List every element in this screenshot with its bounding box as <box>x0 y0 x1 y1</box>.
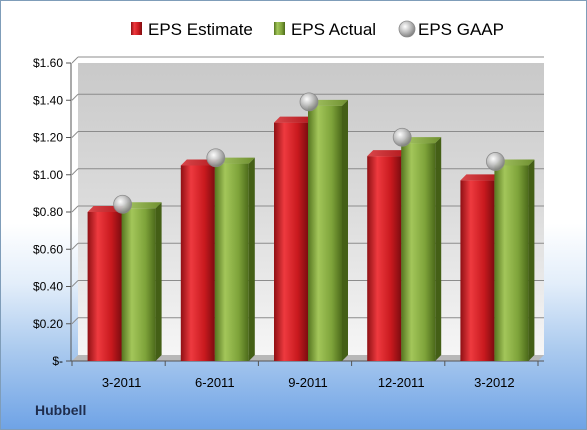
y-tick-label: $0.60 <box>33 242 63 256</box>
x-tick-label: 3-2012 <box>474 375 514 390</box>
gaap-marker <box>113 194 132 214</box>
gridline-depth <box>71 168 79 176</box>
actual-bar-side <box>342 99 348 362</box>
estimate-bar-top <box>367 150 408 157</box>
estimate-bar <box>180 165 215 361</box>
gaap-marker <box>485 152 505 171</box>
y-tick-label: $0.20 <box>33 317 63 331</box>
x-tick-label: 3-2011 <box>102 375 142 390</box>
legend-label-eps-actual: EPS Actual <box>291 20 376 39</box>
x-tick-label: 12-2011 <box>378 375 425 390</box>
estimate-bar-top <box>274 116 314 123</box>
actual-bar <box>308 105 342 362</box>
chart-legend: EPS Estimate EPS Actual EPS GAAP <box>131 20 504 39</box>
actual-bar <box>494 165 529 361</box>
gaap-marker <box>392 127 412 147</box>
gridline-depth <box>71 280 79 287</box>
actual-bar-side <box>248 157 255 361</box>
plot-area: $- $0.20 $0.40 $0.60 $0.80 $1.00 $1.20 $1.40 $1.… <box>33 56 544 390</box>
estimate-bar <box>460 180 495 361</box>
gridline-depth <box>71 242 79 250</box>
legend-swatch-eps-actual <box>274 22 285 35</box>
y-tick-label: $1.40 <box>33 93 63 107</box>
actual-bar <box>401 143 436 361</box>
company-label: Hubbell <box>35 402 87 418</box>
actual-bar-side <box>528 159 535 361</box>
y-tick-label: $1.20 <box>33 131 63 145</box>
actual-bar <box>214 163 249 361</box>
x-tick-label: 9-2011 <box>288 375 328 390</box>
legend-label-eps-estimate: EPS Estimate <box>148 20 253 39</box>
gaap-marker <box>299 92 319 112</box>
actual-bar <box>121 208 156 361</box>
gridline-depth <box>71 131 79 138</box>
estimate-bar <box>274 122 308 361</box>
actual-bar-side <box>155 202 162 361</box>
gridline-depth <box>71 56 79 64</box>
gridline-depth <box>71 205 79 213</box>
y-tick-label: $- <box>52 354 63 368</box>
legend-label-eps-gaap: EPS GAAP <box>418 20 504 39</box>
gridline-depth <box>71 317 79 325</box>
estimate-bar <box>367 156 402 361</box>
y-tick-label: $1.60 <box>33 56 63 70</box>
gaap-marker <box>206 148 226 168</box>
y-tick-label: $0.80 <box>33 205 63 219</box>
y-tick-label: $1.00 <box>33 168 63 182</box>
y-tick-label: $0.40 <box>33 280 63 294</box>
legend-swatch-eps-gaap <box>398 20 416 38</box>
estimate-bar <box>87 212 122 361</box>
actual-bar-side <box>435 137 442 361</box>
x-tick-label: 6-2011 <box>195 375 235 390</box>
gridline-depth <box>71 93 79 101</box>
estimate-bar-top <box>460 174 501 181</box>
legend-swatch-eps-estimate <box>131 22 142 35</box>
